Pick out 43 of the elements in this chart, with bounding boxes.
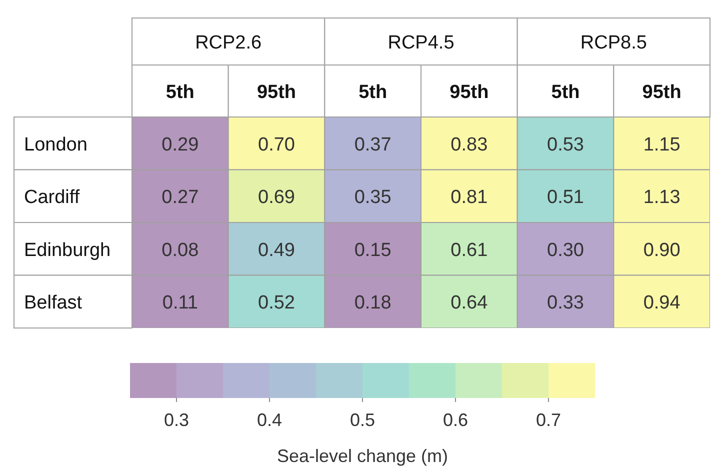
data-label: 0.29 <box>162 134 199 156</box>
data-label: 0.08 <box>162 240 199 261</box>
data-label: 0.49 <box>258 240 295 261</box>
data-label: 0.18 <box>354 292 392 314</box>
data-label: 0.33 <box>547 292 584 314</box>
color-bar-label: 0.7 <box>536 410 562 430</box>
text: RCP4.5 <box>388 32 454 54</box>
data-label: 0.94 <box>643 292 681 314</box>
data-label: 0.15 <box>354 240 392 261</box>
y-tick-label: Edinburgh <box>24 240 111 261</box>
color-bar-label: 0.5 <box>350 410 376 430</box>
text: RCP2.6 <box>195 32 262 54</box>
data-label: 0.83 <box>450 134 488 156</box>
data-label: 0.11 <box>162 292 198 314</box>
color-bar-label: 0.3 <box>164 410 190 430</box>
text: RCP8.5 <box>580 32 647 54</box>
data-label: 0.61 <box>450 240 488 261</box>
data-label: 0.27 <box>162 187 199 208</box>
color-bar-label: 0.4 <box>256 410 282 430</box>
data-label: 0.70 <box>258 134 295 156</box>
y-tick-label: Cardiff <box>24 187 80 208</box>
data-label: 0.53 <box>547 134 584 156</box>
color-bar-title: Sea-level change (m) <box>276 446 448 466</box>
data-label: 0.81 <box>450 187 488 208</box>
data-label: 0.64 <box>450 292 488 314</box>
y-tick-label: London <box>24 134 88 156</box>
x-tick-label: 95th <box>642 82 682 103</box>
x-tick-label: 5th <box>358 82 388 103</box>
data-label: 0.37 <box>354 134 392 156</box>
data-label: 0.51 <box>547 187 584 208</box>
y-tick-label: Belfast <box>24 292 83 314</box>
color-bar-label: 0.6 <box>442 410 468 430</box>
data-label: 0.30 <box>547 240 584 261</box>
data-label: 0.69 <box>258 187 295 208</box>
data-label: 0.52 <box>258 292 295 314</box>
data-label: 1.15 <box>643 134 680 156</box>
data-label: 1.13 <box>643 187 680 208</box>
x-tick-label: 5th <box>166 82 194 103</box>
x-tick-label: 5th <box>551 82 580 103</box>
data-label: 0.90 <box>643 240 680 261</box>
x-tick-label: 95th <box>256 82 296 103</box>
x-tick-label: 95th <box>450 82 489 103</box>
data-label: 0.35 <box>354 187 392 208</box>
